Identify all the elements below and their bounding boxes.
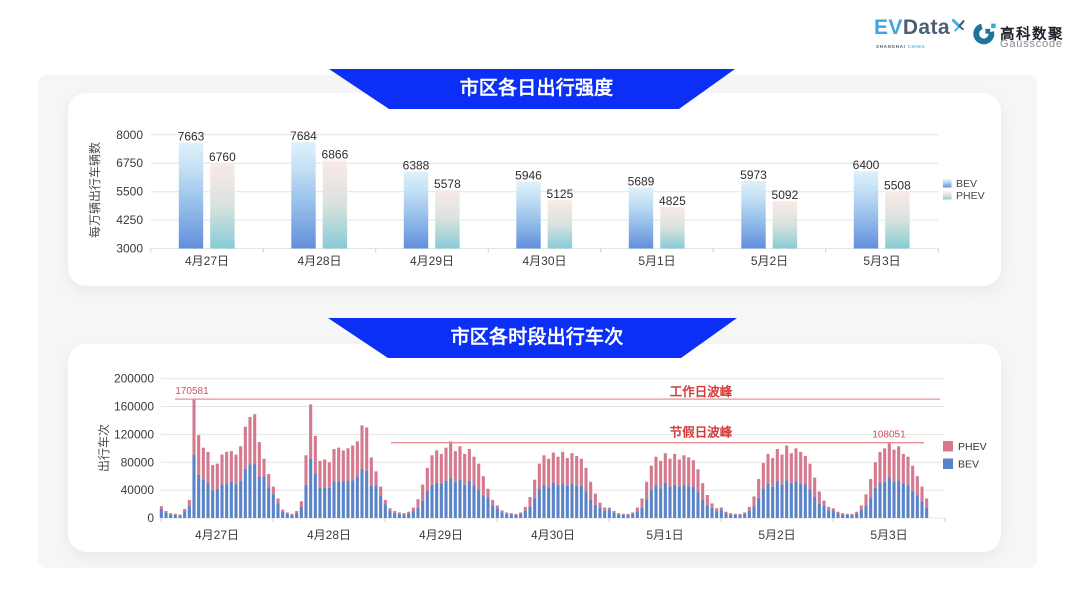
svg-text:40000: 40000 [121,483,155,497]
svg-text:3000: 3000 [116,242,143,256]
svg-text:8000: 8000 [116,128,143,142]
svg-text:6866: 6866 [322,148,349,162]
svg-text:PHEV: PHEV [958,441,987,453]
svg-text:5月2日: 5月2日 [758,528,795,542]
svg-text:BEV: BEV [958,459,979,471]
svg-text:5月3日: 5月3日 [870,528,907,542]
svg-text:200000: 200000 [114,372,154,386]
svg-text:PHEV: PHEV [956,190,985,202]
svg-text:6400: 6400 [853,158,880,172]
svg-text:4月27日: 4月27日 [195,528,239,542]
svg-text:5月1日: 5月1日 [646,528,683,542]
svg-text:4月30日: 4月30日 [522,254,566,268]
svg-text:5月3日: 5月3日 [863,254,900,268]
svg-text:108051: 108051 [872,430,906,441]
svg-text:7663: 7663 [178,130,205,144]
svg-text:120000: 120000 [114,427,154,441]
svg-text:160000: 160000 [114,400,154,414]
svg-text:7684: 7684 [290,129,317,143]
svg-text:5689: 5689 [628,174,655,188]
svg-text:每万辆出行车辆数: 每万辆出行车辆数 [87,142,102,238]
svg-text:5500: 5500 [116,185,143,199]
svg-text:6388: 6388 [403,159,430,173]
svg-text:5973: 5973 [740,168,767,182]
svg-text:工作日波峰: 工作日波峰 [670,384,733,399]
svg-text:6750: 6750 [116,156,143,170]
svg-text:4月27日: 4月27日 [185,254,229,268]
svg-text:5125: 5125 [547,187,574,201]
svg-text:6760: 6760 [209,150,236,164]
svg-text:5092: 5092 [772,188,799,202]
svg-text:80000: 80000 [121,455,155,469]
svg-text:4月28日: 4月28日 [297,254,341,268]
svg-text:170581: 170581 [175,386,209,397]
svg-text:5946: 5946 [515,169,542,183]
svg-text:4825: 4825 [659,194,686,208]
svg-text:出行车次: 出行车次 [96,424,111,472]
svg-text:BEV: BEV [956,178,977,190]
svg-text:0: 0 [147,511,154,525]
svg-text:4月29日: 4月29日 [419,528,463,542]
svg-text:4月29日: 4月29日 [410,254,454,268]
svg-text:5578: 5578 [434,177,461,191]
svg-text:节假日波峰: 节假日波峰 [670,425,733,440]
svg-text:4月28日: 4月28日 [307,528,351,542]
svg-text:4月30日: 4月30日 [531,528,575,542]
svg-text:4250: 4250 [116,213,143,227]
svg-text:5月1日: 5月1日 [638,254,675,268]
svg-text:5508: 5508 [884,179,911,193]
svg-text:5月2日: 5月2日 [751,254,788,268]
